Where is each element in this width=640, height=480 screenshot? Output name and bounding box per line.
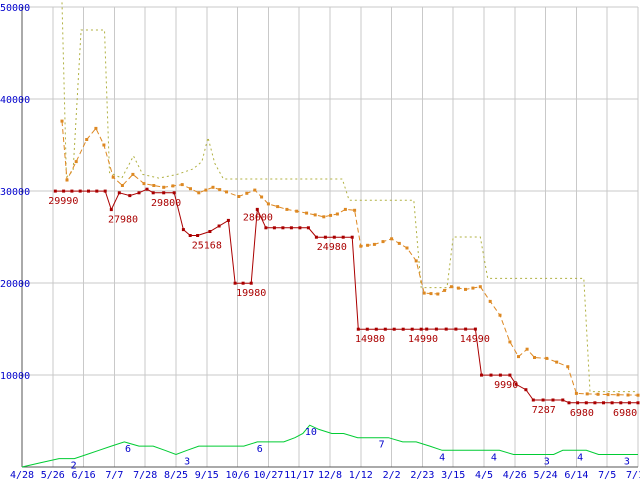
store-count-label: 3 xyxy=(624,457,630,468)
store-count-label: 10 xyxy=(305,427,317,438)
x-tick-label: 8/25 xyxy=(164,470,188,480)
x-tick-label: 12/8 xyxy=(318,470,342,480)
price-label: 29800 xyxy=(151,198,181,209)
x-tick-label: 7/7 xyxy=(105,470,123,480)
x-tick-label: 6/16 xyxy=(72,470,96,480)
x-tick-label: 3/15 xyxy=(441,470,465,480)
x-tick-label: 5/24 xyxy=(534,470,558,480)
x-tick-label: 4/28 xyxy=(10,470,34,480)
price-label: 24980 xyxy=(317,242,347,253)
x-tick-label: 2/23 xyxy=(410,470,434,480)
x-tick-label: 4/5 xyxy=(475,470,493,480)
price-label: 14990 xyxy=(460,334,490,345)
x-tick-label: 4/26 xyxy=(503,470,527,480)
store-count-label: 6 xyxy=(257,444,263,455)
price-label: 7287 xyxy=(532,405,556,416)
y-tick-label: 10000 xyxy=(0,371,30,382)
series-highest-price xyxy=(61,2,638,393)
y-tick-label: 30000 xyxy=(0,187,30,198)
store-count-label: 4 xyxy=(439,452,445,463)
store-count-label: 6 xyxy=(125,444,131,455)
price-label: 14980 xyxy=(355,334,385,345)
store-count-label: 4 xyxy=(491,452,497,463)
price-label: 25168 xyxy=(192,241,222,252)
x-tick-label: 2/2 xyxy=(383,470,401,480)
store-count-label: 3 xyxy=(544,457,550,468)
x-tick-label: 11/17 xyxy=(284,470,314,480)
y-axis-labels: 10000 20000 30000 40000 50000 xyxy=(0,3,30,382)
store-count-label: 7 xyxy=(379,440,385,451)
price-label: 27980 xyxy=(108,215,138,226)
series-lowest-price xyxy=(53,187,640,405)
price-label: 28000 xyxy=(243,212,273,223)
x-tick-label: 6/14 xyxy=(564,470,588,480)
price-label: 14990 xyxy=(408,334,438,345)
y-tick-label: 20000 xyxy=(0,279,30,290)
x-tick-label: 1/12 xyxy=(349,470,373,480)
price-label: 9990 xyxy=(494,380,518,391)
x-tick-label: 7/5 xyxy=(598,470,616,480)
x-tick-label: 9/15 xyxy=(195,470,219,480)
store-count-label: 3 xyxy=(184,457,190,468)
y-tick-label: 50000 xyxy=(0,3,30,14)
series-average-price xyxy=(60,119,640,397)
x-tick-label: 7/12 xyxy=(626,470,640,480)
x-tick-label: 10/27 xyxy=(253,470,283,480)
store-count-label: 2 xyxy=(71,461,77,472)
price-label: 19980 xyxy=(236,288,266,299)
x-tick-label: 10/6 xyxy=(226,470,250,480)
price-point-labels: 29990 27980 29800 25168 19980 28000 24980 14980… xyxy=(48,196,637,419)
price-label: 6980 xyxy=(570,408,594,419)
axes xyxy=(21,7,638,468)
y-tick-label: 40000 xyxy=(0,95,30,106)
price-label: 6980 xyxy=(613,408,637,419)
x-tick-label: 5/26 xyxy=(41,470,65,480)
x-axis-labels: 4/28 5/26 6/16 7/7 7/28 8/25 9/15 10/6 10/27 11/1… xyxy=(10,470,640,480)
x-tick-label: 7/28 xyxy=(133,470,157,480)
series-store-count xyxy=(21,424,638,468)
price-label: 29990 xyxy=(48,196,78,207)
store-count-labels: 2 6 3 6 10 7 4 4 3 4 3 xyxy=(71,427,630,471)
store-count-label: 4 xyxy=(577,452,583,463)
